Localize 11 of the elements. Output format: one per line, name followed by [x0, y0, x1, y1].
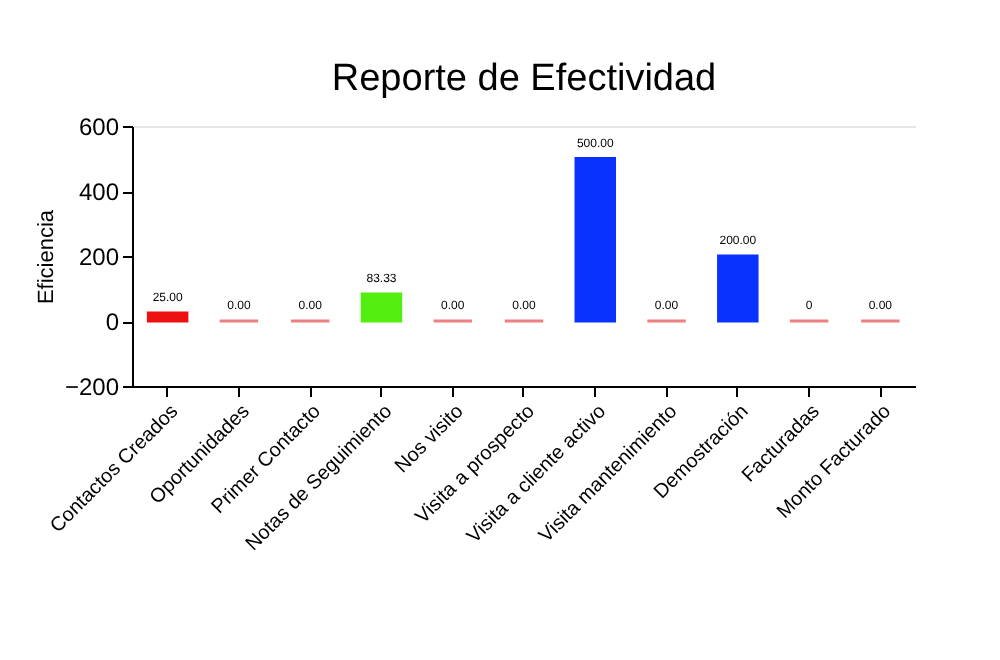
y-tick-label: 0	[105, 308, 120, 336]
y-tick-label: −200	[64, 373, 120, 401]
y-tick-label: 400	[78, 178, 120, 206]
y-tick-label: 600	[78, 113, 120, 141]
bar	[146, 311, 189, 323]
bar	[717, 254, 759, 323]
chart-title: Reporte de Efectividad	[331, 58, 717, 100]
y-tick-label: 200	[78, 243, 120, 271]
bar	[574, 157, 617, 323]
bar	[360, 292, 403, 323]
y-axis-title: Eficiencia	[34, 208, 59, 305]
